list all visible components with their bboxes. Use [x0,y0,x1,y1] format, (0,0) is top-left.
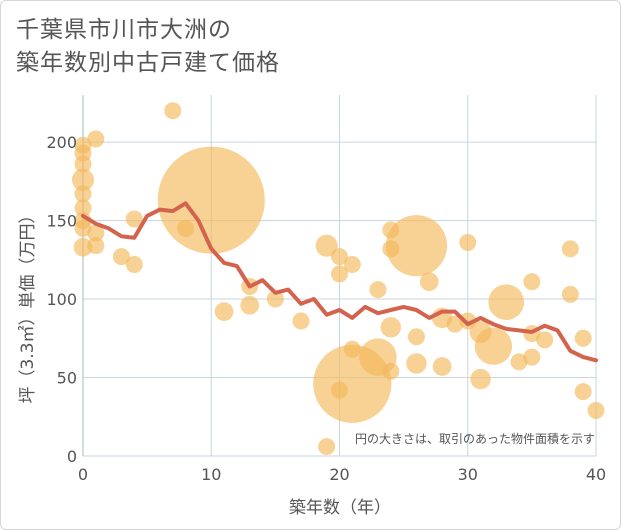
bubble-point [87,224,105,242]
x-tick-label: 20 [329,465,349,484]
bubble-point [73,237,93,257]
bubble-point [74,185,92,203]
bubble-point [385,215,448,277]
x-tick-label: 0 [78,465,88,484]
bubble-point [469,320,492,344]
bubble-point [331,265,348,283]
bubble-point [157,146,265,254]
bubble-point [587,401,605,419]
bubble-point [331,381,348,399]
bubble-point [71,168,95,191]
bubble-point [240,295,260,315]
bubble-point [523,273,541,291]
title-line-2: 築年数別中古戸建て価格 [16,50,280,76]
y-tick-label: 50 [57,369,77,388]
bubble-point [406,353,427,374]
bubble-point [74,155,92,173]
bubble-point [382,362,400,380]
chart-title: 千葉県市川市大洲の 築年数別中古戸建て価格 [16,14,280,80]
bubble-point [459,234,477,252]
bubble-point [74,199,92,217]
trend-line [81,201,598,363]
y-tick-label: 200 [46,133,77,152]
bubble-point [382,240,400,258]
bubble-point [266,290,284,308]
bubble-point [382,221,400,239]
bubble-point [125,256,143,274]
bubble-point [87,237,105,255]
bubble-point [292,312,310,330]
y-axis-title: 坪（3.3㎡）単価（万円） [18,206,38,403]
x-axis-title: 築年数（年） [289,498,391,518]
bubble-point [561,285,579,303]
bubble-point [446,315,464,333]
bubble-point [87,130,105,148]
bubble-point [488,284,525,321]
x-tick-label: 30 [458,465,478,484]
bubble-point [407,328,425,346]
bubbles-layer [71,102,605,456]
bubble-point [523,348,541,366]
x-tick-label: 40 [586,465,606,484]
tick-labels: 0 10 20 30 40 0 50 100 150 200 [46,133,606,484]
bubble-point [380,317,401,338]
size-note: 円の大きさは、取引のあった物件面積を示す [355,431,595,446]
bubble-point [315,234,338,257]
y-tick-label: 0 [67,447,77,466]
bubble-point [343,340,361,358]
x-tick-label: 10 [201,465,221,484]
bubble-point [561,240,579,258]
bubble-point [343,256,361,274]
bubble-point [112,248,130,266]
bubble-point [432,357,452,376]
bubble-point [536,331,554,349]
bubble-point [214,302,234,321]
title-line-1: 千葉県市川市大洲の [16,17,232,43]
y-tick-label: 150 [46,212,77,231]
bubble-point [177,219,195,237]
bubble-point [574,383,592,401]
bubble-point [331,248,348,266]
trend-line-layer [81,201,598,363]
bubble-point [318,438,336,456]
bubble-point [470,368,491,390]
bubble-point [574,329,592,347]
bubble-point [164,102,182,120]
bubble-point [510,353,528,371]
bubble-point [459,312,477,330]
bubble-point [419,272,439,292]
y-tick-label: 100 [46,290,77,309]
bubble-point [369,281,387,299]
bubble-point [125,210,143,228]
bubble-point [74,219,92,237]
